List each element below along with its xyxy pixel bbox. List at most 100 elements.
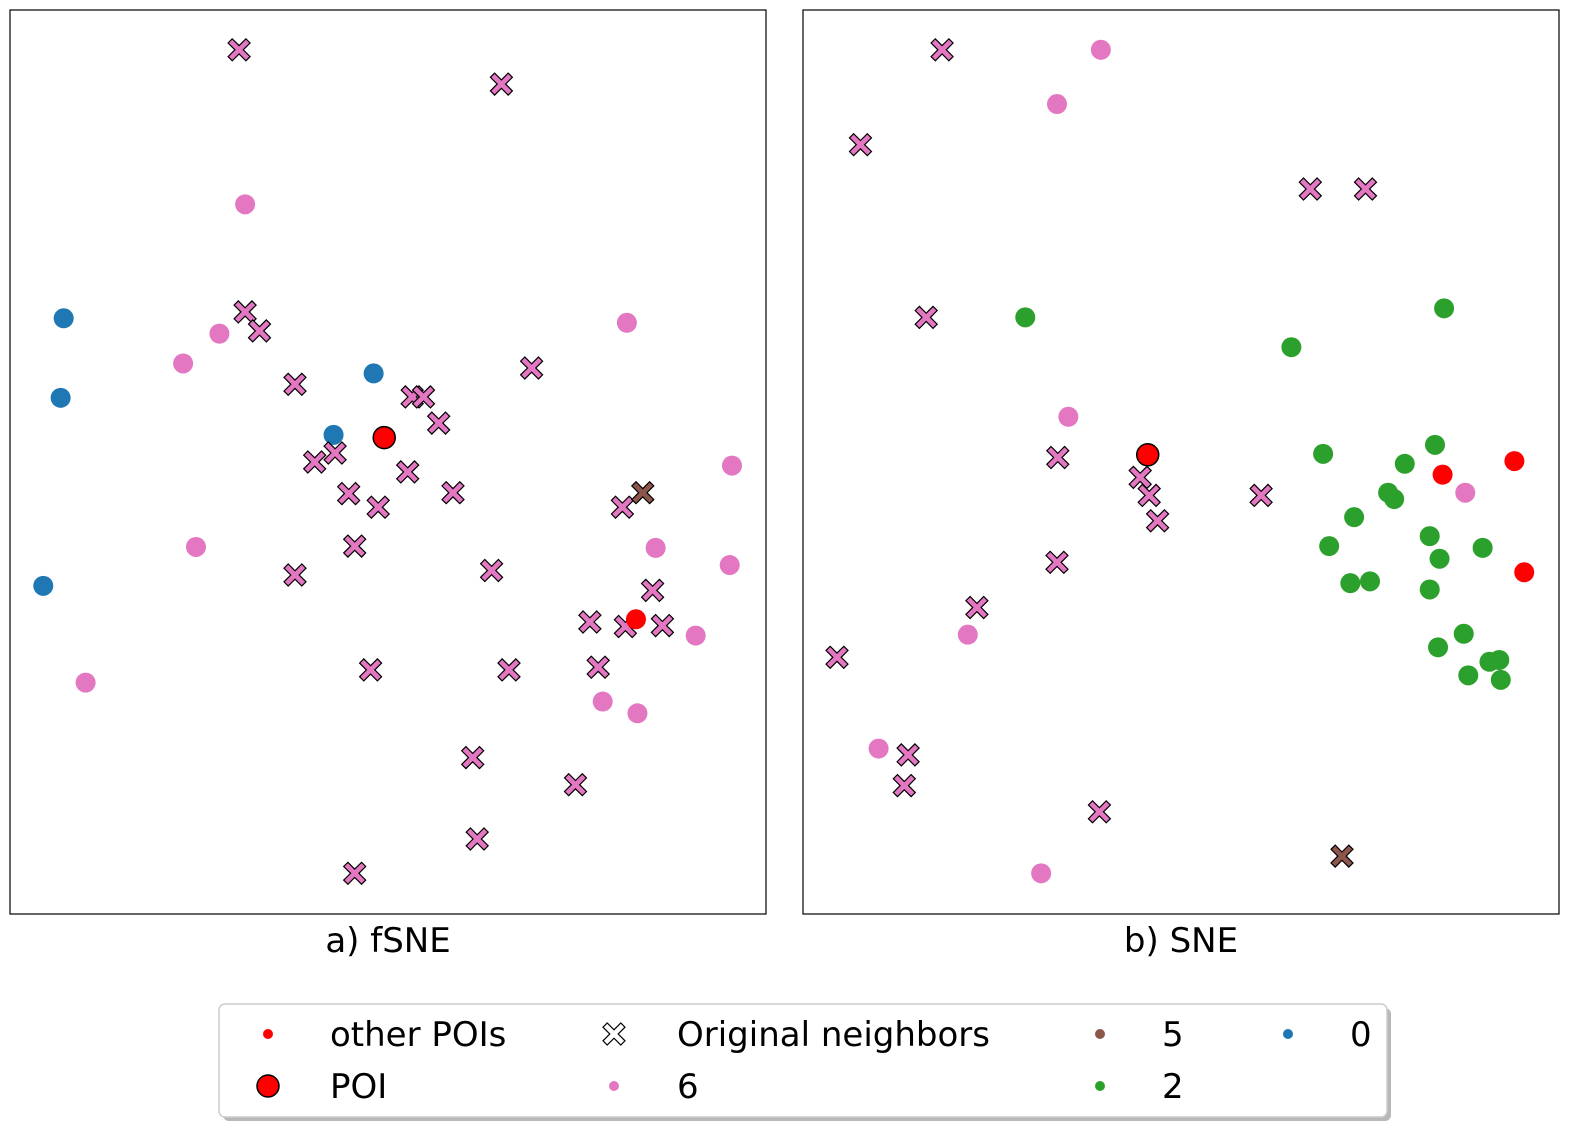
sne-class-2-point (1015, 307, 1036, 328)
legend-label-c0: 0 (1350, 1015, 1372, 1055)
sne-neighbor-point (848, 132, 873, 157)
sne-class-6-point (1047, 94, 1068, 115)
fsne-neighbor-point (465, 827, 490, 851)
sne-neighbor-point (1137, 483, 1162, 508)
legend-items: other POIs POI Original neighbors 6 5 2 0 (256, 1015, 1372, 1107)
panel-sne-caption: b) SNE (1124, 921, 1238, 961)
sne-class-6-point (1455, 482, 1476, 503)
panel-sne-marks (825, 37, 1535, 884)
sne-class-2-point (1344, 507, 1365, 528)
sne-class-2-point (1394, 453, 1415, 474)
sne-other-poi-point (1504, 451, 1525, 472)
sne-class-6-point (1090, 39, 1111, 60)
fsne-neighbor-point (460, 745, 485, 770)
sne-neighbor-point (1128, 465, 1153, 490)
sne-class-6-point (1058, 406, 1079, 427)
fsne-neighbor-point (283, 372, 307, 397)
sne-neighbor-point (1045, 550, 1069, 575)
sne-class-2-point (1429, 548, 1450, 569)
sne-class-2-point (1472, 537, 1493, 558)
legend-label-c2: 2 (1162, 1067, 1184, 1107)
sne-class-2-point (1281, 337, 1302, 358)
fsne-class-6-point (592, 691, 613, 712)
fsne-class-0-point (323, 424, 344, 445)
legend-marker-c6 (609, 1081, 619, 1091)
fsne-class-6-point (719, 555, 740, 576)
sne-neighbor-point (914, 305, 939, 330)
sne-neighbor-point (965, 595, 989, 620)
fsne-neighbor-point (519, 356, 544, 380)
fsne-neighbor-point (233, 300, 257, 324)
fsne-class-6-point (235, 194, 256, 215)
fsne-neighbor-point (336, 481, 361, 506)
legend-marker-c2 (1095, 1081, 1105, 1091)
fsne-neighbor-point (578, 610, 602, 634)
sne-class-6-point (1031, 863, 1052, 884)
panel-fsne: a) fSNE (9, 9, 767, 961)
fsne-neighbor-point (323, 441, 347, 465)
fsne-class-0-point (53, 308, 74, 329)
sne-neighbor-point (1045, 445, 1070, 470)
panel-sne: b) SNE (802, 9, 1560, 961)
fsne-neighbor-point (426, 411, 451, 435)
sne-class-2-point (1319, 536, 1340, 557)
sne-neighbor-point (1087, 799, 1112, 824)
legend-marker-c5 (1095, 1029, 1105, 1039)
fsne-class-6-point (75, 672, 96, 693)
sne-poi-point (1135, 443, 1160, 467)
sne-class-2-point (1425, 434, 1446, 455)
fsne-class-6-point (616, 312, 637, 333)
sne-neighbor-point (1249, 483, 1273, 508)
sne-class-2-point (1434, 298, 1455, 319)
legend-marker-poi (256, 1074, 280, 1098)
sne-class-2-point (1384, 489, 1405, 510)
fsne-class-6-point (173, 353, 194, 374)
fsne-class-6-point (685, 625, 706, 646)
sne-neighbor-point (1330, 844, 1354, 868)
sne-class-2-point (1428, 637, 1449, 658)
legend-marker-orig (602, 1022, 626, 1046)
fsne-poi-point (372, 425, 396, 450)
sne-neighbor-point (1353, 177, 1378, 201)
legend-label-c6: 6 (677, 1067, 699, 1107)
fsne-neighbor-point (479, 558, 504, 583)
sne-class-6-point (868, 738, 889, 759)
panel-fsne-caption: a) fSNE (325, 921, 450, 961)
fsne-class-6-point (721, 455, 742, 476)
fsne-class-6-point (185, 536, 206, 557)
panel-fsne-marks (33, 37, 742, 886)
fsne-neighbor-point (342, 861, 367, 886)
fsne-neighbor-point (247, 319, 272, 343)
sne-neighbor-point (892, 773, 917, 798)
sne-neighbor-point (896, 743, 920, 767)
sne-neighbor-point (930, 37, 954, 62)
fsne-neighbor-point (640, 578, 665, 603)
fsne-neighbor-point (358, 658, 383, 682)
fsne-neighbor-point (411, 385, 436, 409)
legend: other POIs POI Original neighbors 6 5 2 0 (218, 1003, 1391, 1121)
sne-class-2-point (1360, 571, 1380, 592)
fsne-neighbor-point (366, 495, 391, 520)
sne-neighbor-point (825, 645, 849, 670)
legend-label-c5: 5 (1162, 1015, 1184, 1055)
fsne-neighbor-point (630, 480, 655, 505)
fsne-class-6-point (645, 537, 666, 558)
fsne-class-6-point (209, 323, 230, 344)
sne-class-2-point (1419, 579, 1440, 600)
fsne-neighbor-point (302, 450, 327, 474)
fsne-neighbor-point (489, 72, 514, 96)
sne-other-poi-point (1432, 464, 1453, 485)
sne-class-2-point (1340, 573, 1361, 594)
fsne-class-6-point (627, 703, 648, 724)
fsne-neighbor-point (650, 613, 675, 638)
legend-marker-c0 (1283, 1029, 1293, 1039)
fsne-neighbor-point (395, 460, 420, 484)
sne-class-2-point (1490, 669, 1511, 690)
fsne-class-0-point (33, 575, 54, 596)
fsne-neighbor-point (497, 658, 521, 682)
fsne-neighbor-point (563, 772, 588, 797)
sne-class-2-point (1313, 443, 1334, 464)
fsne-class-0-point (363, 363, 384, 384)
sne-class-6-point (957, 624, 978, 645)
